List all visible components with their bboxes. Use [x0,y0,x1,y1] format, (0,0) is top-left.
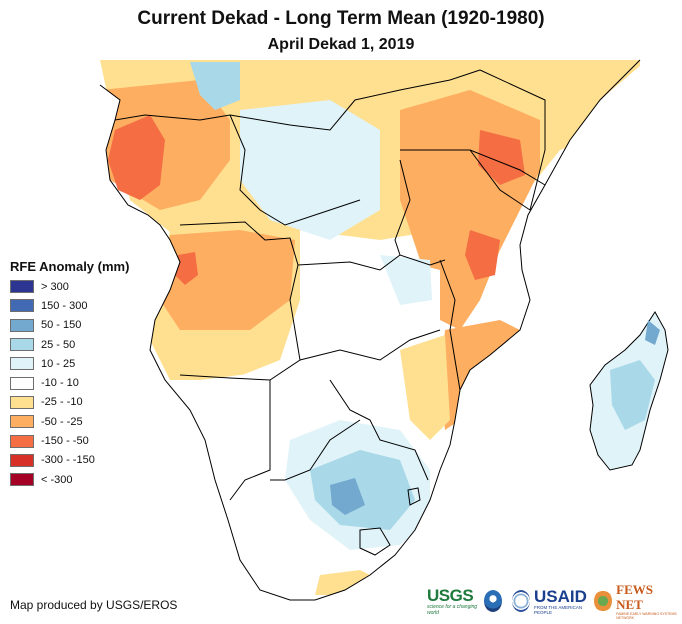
map-title: Current Dekad - Long Term Mean (1920-198… [137,8,545,29]
legend-item: < -300 [10,470,129,489]
anomaly-zone-strong-deficit-kenya [478,130,525,185]
coastline [99,59,641,601]
anomaly-zone-light-deficit-zimbabwe [400,335,450,440]
borders [99,59,641,601]
legend: RFE Anomaly (mm) > 300 150 - 300 50 - 150 2… [10,259,129,489]
legend-swatch [10,299,34,313]
anomaly-zone-surplus-zambia-north [380,255,432,305]
legend-label: < -300 [41,473,73,486]
border-line [329,379,429,481]
usaid-seal-icon [511,590,530,612]
legend-swatch [10,473,34,487]
legend-label: 150 - 300 [41,299,88,312]
legend-title: RFE Anomaly (mm) [10,259,130,274]
anomaly-zone-surplus-strong-south-africa [310,450,415,530]
border-line [229,380,271,501]
legend-item: -300 - -150 [10,451,129,470]
legend-label: 50 - 150 [41,319,82,332]
legend-item: -50 - -25 [10,412,129,431]
legend-item: 25 - 50 [10,335,129,354]
legend-swatch [10,434,34,448]
fews-globe-icon [593,590,613,612]
madagascar-surplus-strong [645,320,660,345]
anomaly-layer [100,60,640,595]
legend-swatch [10,338,34,352]
legend-item: -10 - 10 [10,373,129,392]
usgs-logo: USGS science for a changing world [427,587,480,616]
partner-logos: USGS science for a changing world USAID … [427,582,682,620]
legend-item: 10 - 25 [10,354,129,373]
swaziland-border [407,487,421,506]
usaid-logo: USAID FROM THE AMERICAN PEOPLE [534,588,590,615]
border-line [299,329,441,361]
legend-swatch [10,453,34,467]
usaid-tagline: FROM THE AMERICAN PEOPLE [534,604,583,615]
noaa-logo-icon [483,590,502,612]
map-subtitle: April Dekad 1, 2019 [267,36,415,53]
border-line [229,114,361,226]
border-line [114,69,481,131]
madagascar [589,311,669,471]
legend-swatch [10,280,34,294]
anomaly-zone-surplus-highveld [330,478,365,515]
legend-label: 10 - 25 [41,357,76,370]
legend-label: -150 - -50 [41,435,89,448]
fews-tagline: FAMINE EARLY WARNING SYSTEMS NETWORK [616,612,677,620]
legend-label: > 300 [41,280,69,293]
fews-net-logo: FEWS NET FAMINE EARLY WARNING SYSTEMS NE… [616,582,682,620]
legend-items: > 300 150 - 300 50 - 150 25 - 50 10 - 25 -10 … [10,277,129,489]
legend-swatch [10,415,34,429]
border-line [179,264,301,381]
border-line [270,419,361,481]
anomaly-zone-deficit-mozambique [440,320,520,430]
border-line [400,149,546,186]
anomaly-zone-strong-deficit-angola-coast [175,252,198,285]
legend-swatch [10,376,34,390]
legend-label: -25 - -10 [41,396,83,409]
border-line [479,69,546,211]
legend-label: -50 - -25 [41,415,83,428]
legend-swatch [10,395,34,409]
legend-label: -10 - 10 [41,377,79,390]
border-line [439,259,461,391]
legend-item: 50 - 150 [10,316,129,335]
legend-label: -300 - -150 [41,454,95,467]
legend-swatch [10,357,34,371]
lesotho-border [359,527,391,556]
fews-logo-text: FEWS NET [616,582,653,612]
usgs-tagline: science for a changing world [427,603,478,616]
legend-swatch [10,318,34,332]
legend-item: -25 - -10 [10,393,129,412]
anomaly-zone-light-deficit-south-coast [315,570,380,595]
legend-item: -150 - -50 [10,431,129,450]
border-line [469,149,531,211]
legend-label: 25 - 50 [41,338,76,351]
legend-item: > 300 [10,277,129,296]
legend-item: 150 - 300 [10,296,129,315]
madagascar-surplus [610,360,655,430]
anomaly-zone-strong-deficit-tanzania [465,230,500,280]
usgs-logo-text: USGS [427,585,474,605]
border-line [179,221,446,271]
anomaly-zone-surplus-car [190,62,240,110]
credit-text: Map produced by USGS/EROS [10,598,178,612]
anomaly-zone-strong-deficit-gabon [108,115,165,200]
usaid-logo-text: USAID [534,586,587,606]
border-line [394,159,411,256]
